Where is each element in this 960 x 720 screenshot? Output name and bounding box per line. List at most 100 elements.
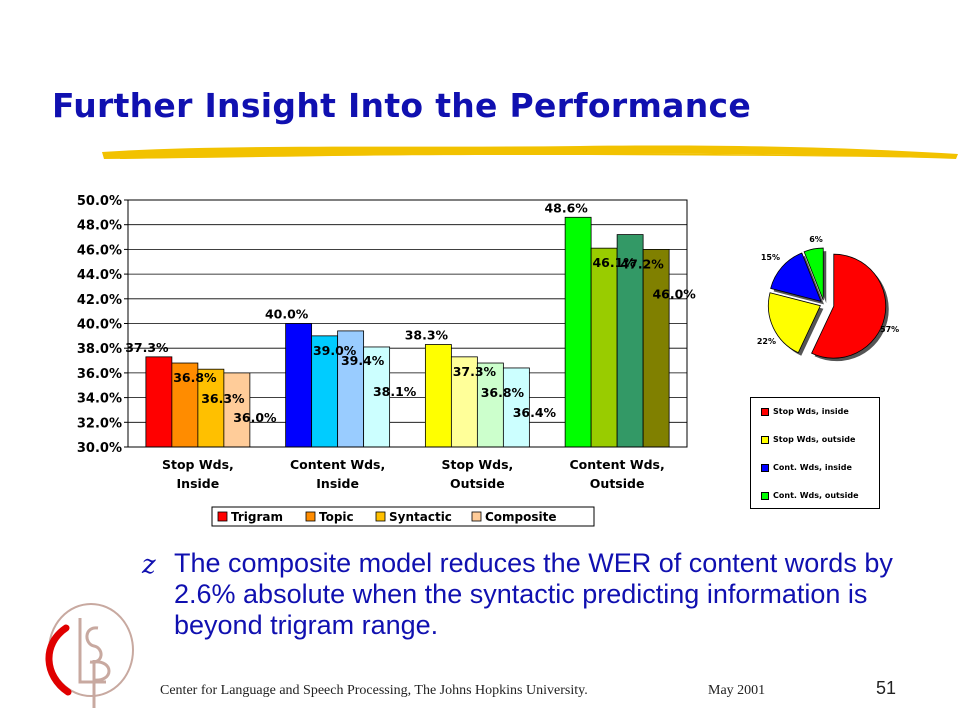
bar xyxy=(197,368,225,448)
bar xyxy=(285,323,313,448)
bar-data-label: 38.3% xyxy=(405,327,449,342)
pie-value-label: 6% xyxy=(809,235,823,244)
bar-data-label: 36.0% xyxy=(233,410,277,425)
pie-chart: 57% 22% 15% 6% xyxy=(757,235,899,362)
bar xyxy=(450,356,478,448)
bar-data-label: 36.8% xyxy=(173,370,217,385)
y-tick-label: 30.0% xyxy=(77,441,122,456)
y-tick-label: 46.0% xyxy=(77,243,122,258)
bar xyxy=(642,249,670,448)
logo-letter-s xyxy=(85,626,103,664)
footer-date: May 2001 xyxy=(708,683,766,698)
bar-data-label: 39.0% xyxy=(313,343,357,358)
pie-legend: Stop Wds, inside Stop Wds, outside Cont. W… xyxy=(750,397,880,509)
bar xyxy=(616,234,644,448)
legend-label: Composite xyxy=(485,510,557,524)
bar xyxy=(311,335,339,448)
bar-data-label: 38.1% xyxy=(373,384,417,399)
legend-label: Topic xyxy=(319,510,354,524)
title-underline xyxy=(102,145,958,159)
underline-stroke xyxy=(120,153,950,159)
category-label: Inside xyxy=(177,476,220,491)
pie-legend-label: Stop Wds, outside xyxy=(773,435,856,444)
legend-label: Syntactic xyxy=(389,510,452,524)
chart-bars xyxy=(145,216,670,448)
logo-letter-l xyxy=(78,618,106,684)
bar-data-label: 36.3% xyxy=(201,391,245,406)
pie-legend-swatch xyxy=(761,435,769,444)
legend-label: Trigram xyxy=(231,510,283,524)
bar xyxy=(564,216,592,448)
y-tick-label: 44.0% xyxy=(77,268,122,283)
chart-axes xyxy=(127,199,688,448)
category-label: Content Wds, xyxy=(290,457,385,472)
bar-data-label: 46.1% xyxy=(592,255,636,270)
bar-data-label: 36.4% xyxy=(513,405,557,420)
pie-legend-item: Stop Wds, inside xyxy=(761,405,879,418)
bar-data-label: 47.2% xyxy=(620,257,664,272)
clsp-logo-icon xyxy=(45,603,134,708)
y-tick-label: 48.0% xyxy=(77,219,122,234)
page-number: 51 xyxy=(876,678,897,698)
y-tick-label: 34.0% xyxy=(77,392,122,407)
y-tick-label: 36.0% xyxy=(77,367,122,382)
footer-institution: Center for Language and Speech Processin… xyxy=(160,683,588,698)
pie-legend-swatch xyxy=(761,491,769,500)
pie-legend-item: Stop Wds, outside xyxy=(761,433,879,446)
bar-data-label: 39.4% xyxy=(341,353,385,368)
pie-legend-swatch xyxy=(761,463,769,472)
bar-data-label: 37.3% xyxy=(125,340,169,355)
bar xyxy=(424,344,452,448)
bullet-point: z The composite model reduces the WER of… xyxy=(142,548,922,641)
bar xyxy=(223,372,251,448)
pie-slice xyxy=(767,292,821,354)
pie-legend-swatch xyxy=(761,407,769,416)
logo-c-shape xyxy=(45,624,72,696)
pie-legend-label: Cont. Wds, inside xyxy=(773,463,852,472)
bullet-text: The composite model reduces the WER of c… xyxy=(174,548,893,640)
category-label: Stop Wds, xyxy=(441,457,513,472)
legend-swatch xyxy=(471,511,482,522)
bar-chart: 30.0% 32.0% 34.0% 36.0% 38.0% 40.0% 42.0% 44.0%… xyxy=(77,194,696,527)
pie-legend-label: Stop Wds, inside xyxy=(773,407,849,416)
legend-swatch xyxy=(305,511,316,522)
pie-slice xyxy=(770,252,822,302)
pie-legend-label: Cont. Wds, outside xyxy=(773,491,859,500)
bar-data-label: 37.3% xyxy=(453,364,497,379)
y-tick-label: 40.0% xyxy=(77,318,122,333)
bar-chart-legend: Trigram Topic Syntactic Composite xyxy=(211,506,595,527)
bar-data-labels: 37.3% 36.8% 36.3% 36.0% 40.0% 39.0%39.4% 38.1%… xyxy=(125,200,696,425)
bar-data-label: 36.8% xyxy=(481,385,525,400)
bar-data-label: 40.0% xyxy=(265,307,309,322)
slide-title: Further Insight Into the Performance xyxy=(52,86,752,125)
category-label: Outside xyxy=(450,476,505,491)
category-label: Stop Wds, xyxy=(162,457,234,472)
y-tick-label: 42.0% xyxy=(77,293,122,308)
bar xyxy=(476,362,504,448)
bar xyxy=(337,330,365,448)
pie-slice xyxy=(803,247,824,301)
bar xyxy=(590,247,618,448)
pie-value-label: 15% xyxy=(761,253,780,262)
y-tick-label: 50.0% xyxy=(77,194,122,209)
legend-swatch xyxy=(217,511,228,522)
pie-legend-item: Cont. Wds, inside xyxy=(761,461,879,474)
category-label: Content Wds, xyxy=(569,457,664,472)
bar-data-label: 46.0% xyxy=(652,286,696,301)
bullet-icon: z xyxy=(142,550,156,580)
category-label: Outside xyxy=(590,476,645,491)
pie-value-label: 57% xyxy=(880,325,899,334)
pie-slice xyxy=(811,253,887,359)
y-tick-label: 38.0% xyxy=(77,342,122,357)
y-tick-label: 32.0% xyxy=(77,416,122,431)
pie-value-label: 22% xyxy=(757,337,776,346)
bar xyxy=(502,367,530,448)
bar-data-label: 48.6% xyxy=(544,200,588,215)
plot-area-border xyxy=(127,199,688,448)
logo-letter-p xyxy=(92,660,111,708)
bar xyxy=(145,356,173,448)
bar xyxy=(171,362,199,448)
legend-swatch xyxy=(375,511,386,522)
x-axis-category-labels: Stop Wds, Inside Content Wds, Inside Stop Wd… xyxy=(162,457,665,491)
pie-legend-item: Cont. Wds, outside xyxy=(761,489,879,502)
